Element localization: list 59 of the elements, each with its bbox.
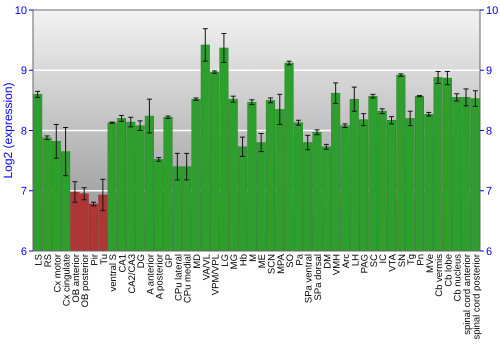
- x-tick-label: VA/VL: [201, 254, 212, 280]
- x-tick-label: ME: [257, 254, 268, 268]
- x-tick-label: MG: [229, 254, 240, 270]
- x-tick-label: SCN: [266, 254, 278, 274]
- x-tick-label: LS: [34, 254, 45, 266]
- y-tick-label: 7: [20, 186, 27, 198]
- x-tick-label: ventral S: [108, 254, 120, 292]
- x-tick-label: RS: [42, 254, 54, 268]
- y-tick-label: 10: [14, 4, 27, 17]
- x-tick-label: Pa: [294, 253, 306, 266]
- x-tick-label: Cx motor: [52, 254, 64, 293]
- x-tick-label: SPa ventral: [304, 254, 315, 304]
- x-tick-label: VPM/VPL: [210, 254, 222, 296]
- x-tick-label: Tg: [406, 254, 418, 266]
- x-tick-label: CA1: [117, 254, 128, 272]
- x-tick-label: CPu lateral: [173, 254, 184, 301]
- y-tick-label: 9: [20, 65, 27, 78]
- x-tick-label: Hb: [238, 254, 250, 266]
- x-tick-label: Cb nucleus: [452, 254, 464, 302]
- x-tick-label: Arc: [340, 254, 352, 268]
- y2-tick-label: 6: [486, 246, 492, 258]
- x-tick-label: IC: [378, 254, 390, 264]
- x-tick-label: VMH: [332, 254, 343, 276]
- x-tick-label: GP: [164, 254, 176, 268]
- x-tick-label: A anterior: [145, 254, 156, 295]
- x-tick-label: PAG: [360, 254, 371, 274]
- x-tick-label: Cb lobe: [443, 254, 454, 287]
- x-tick-label: CPu medial: [182, 254, 194, 304]
- y-axis-title: Log2 (expression): [1, 82, 15, 179]
- x-tick-label: Tu: [98, 254, 110, 265]
- x-tick-label: M: [248, 254, 259, 262]
- y2-tick-label: 8: [486, 125, 492, 138]
- x-tick-label: DG: [136, 254, 148, 268]
- x-tick-label: OB posterior: [80, 254, 92, 308]
- x-tick-label: CA2/CA3: [126, 254, 138, 294]
- x-tick-label: DM: [322, 254, 334, 269]
- y2-tick-label: 10: [486, 4, 498, 17]
- x-tick-label: Pn: [415, 254, 426, 266]
- x-tick-label: SN: [396, 254, 408, 268]
- x-tick-label: LH: [350, 254, 362, 266]
- y2-tick-label: 7: [486, 186, 492, 198]
- x-tick-label: SC: [368, 254, 380, 268]
- x-tick-label: OB anterior: [70, 254, 82, 303]
- y2-tick-label: 9: [486, 65, 492, 78]
- x-tick-label: A posterior: [154, 254, 166, 300]
- x-tick-label: SO: [285, 254, 296, 268]
- x-tick-label: Pir: [90, 254, 101, 266]
- x-tick-label: MPA: [276, 253, 287, 274]
- y-tick-label: 6: [20, 246, 27, 258]
- x-tick-label: MD: [192, 254, 203, 269]
- x-tick-label: spinal cord anterior: [462, 254, 474, 335]
- x-tick-label: LG: [220, 254, 231, 267]
- x-tick-label: spinal cord posterior: [471, 254, 482, 340]
- y-tick-label: 8: [20, 125, 27, 138]
- x-tick-label: Cb vermis: [434, 254, 446, 297]
- x-tick-label: VTA: [388, 253, 399, 272]
- x-tick-label: Cx cingulate: [62, 254, 73, 306]
- x-tick-label: SPa dorsal: [313, 254, 324, 300]
- x-tick-label: MVe: [424, 254, 436, 274]
